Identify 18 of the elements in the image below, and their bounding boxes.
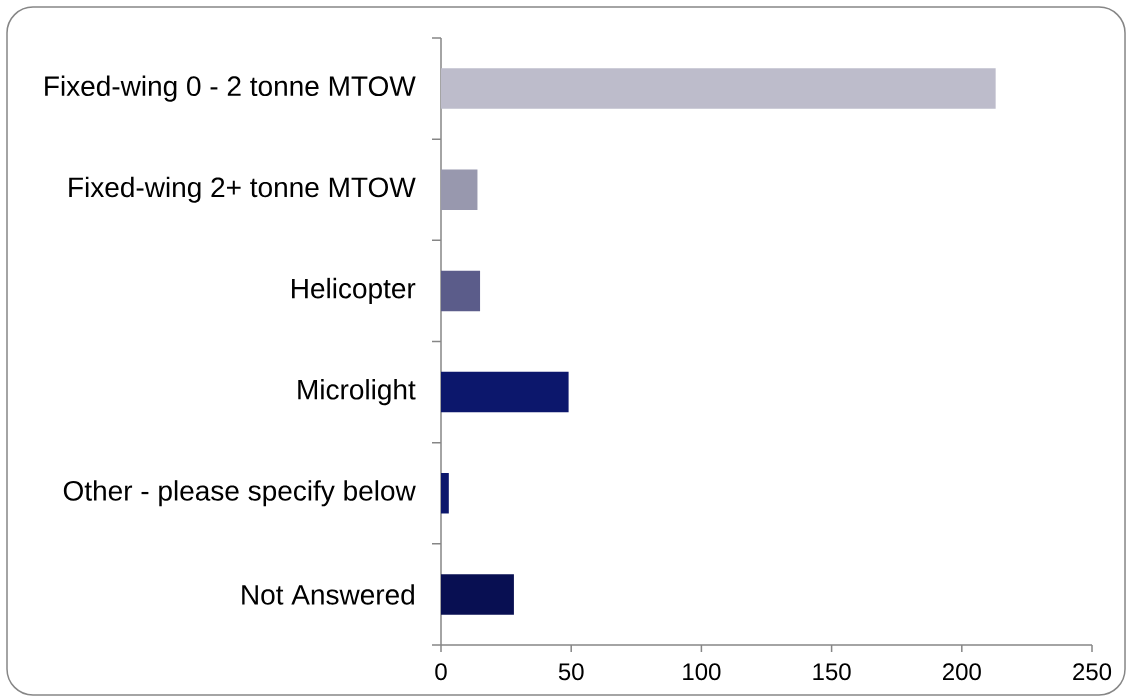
y-tick-label: Fixed-wing 2+ tonne MTOW [69, 176, 416, 203]
bar [441, 68, 996, 109]
x-tick-label: 150 [813, 663, 851, 681]
bar [441, 473, 449, 514]
x-tick-label: 50 [558, 663, 584, 681]
bar [441, 270, 481, 312]
x-tick-label: 100 [683, 663, 721, 681]
y-tick-label: Helicopter [292, 277, 416, 304]
bar [441, 169, 478, 210]
y-tick-label: Fixed-wing 0 - 2 tonne MTOW [45, 75, 416, 102]
bar [441, 574, 514, 615]
y-tick-label: Other - please specify below [63, 480, 416, 507]
x-tick-label: 200 [942, 663, 981, 681]
x-tick-label: 250 [1073, 663, 1112, 681]
y-tick-label: Microlight [298, 379, 416, 406]
x-tick-label: 0 [435, 663, 447, 681]
bar [441, 371, 569, 413]
y-tick-label: Not Answered [242, 584, 414, 605]
